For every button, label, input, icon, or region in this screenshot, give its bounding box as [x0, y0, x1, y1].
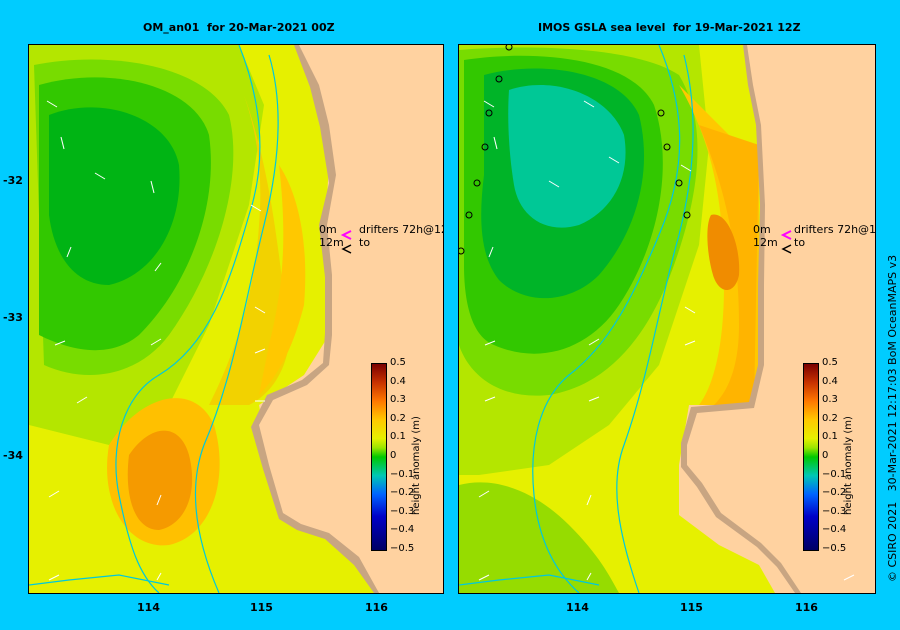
bathymetry-line-1: [115, 45, 261, 593]
drifter-arrow-black: [341, 244, 352, 254]
lat-tick-34: -34: [3, 449, 23, 462]
lat-tick-33: -33: [3, 311, 23, 324]
current-arrows: [46, 100, 266, 581]
ocean-green-south: [459, 482, 619, 593]
colorbar-tick-label: −0.5: [390, 543, 415, 554]
gyre-teal: [508, 85, 626, 228]
colorbar-tick-label: 0.3: [390, 394, 406, 406]
bathymetry-line-3: [29, 574, 170, 586]
colorbar-tick-label: −0.3: [822, 505, 847, 517]
left-legend-line2: 12m: [319, 236, 344, 249]
land: [254, 45, 443, 593]
coastal-orange-band: [699, 125, 759, 405]
colorbar-tick-label: −0.4: [822, 524, 847, 536]
colorbar-tick-label: 0.2: [390, 412, 406, 424]
colorbar-tick-label: −0.2: [390, 487, 415, 499]
colorbar-tick-label: 0.3: [822, 394, 838, 406]
drifter-arrow: [780, 230, 792, 240]
colorbar-tick-label: 0.5: [822, 357, 838, 368]
right-legend-label1: drifters 72h@12h: [794, 223, 876, 236]
left-map-canvas: [29, 45, 443, 593]
colorbar-tick-label: −0.3: [390, 505, 415, 517]
bathymetry-line-3: [459, 574, 600, 586]
colorbar-tick-label: −0.1: [390, 468, 415, 480]
bathymetry-line-1: [532, 45, 681, 593]
gyre-green-3: [49, 107, 180, 285]
right-legend-label2: to: [794, 236, 806, 249]
left-legend-line1: 0m: [319, 223, 337, 236]
right-map-canvas: [459, 45, 875, 593]
colorbar-tick-label: −0.4: [390, 524, 415, 536]
colorbar-tick-label: −0.2: [822, 487, 847, 499]
colorbar-tick-label: 0.4: [822, 375, 838, 387]
right-map-panel: 0m drifters 72h@12h 12m to 0.5 0.4 0.3 0.2 0…: [458, 44, 876, 594]
warm-core: [707, 214, 740, 290]
left-colorbar: [371, 363, 387, 551]
right-legend-line1: 0m: [753, 223, 771, 236]
coastal-orange-2: [259, 165, 306, 395]
credit-text: © CSIRO 2021 30-Mar-2021 12:17:03 BoM Oc…: [886, 254, 899, 582]
lon-tick-114-right: 114: [566, 601, 589, 614]
colorbar-tick-label: 0.1: [822, 431, 838, 443]
colorbar-tick-label: 0: [822, 450, 829, 461]
colorbar-tick-label: 0.5: [390, 357, 406, 368]
bathymetry-line-2: [616, 54, 694, 593]
lon-tick-115-left: 115: [250, 601, 273, 614]
lat-tick-32: -32: [3, 174, 23, 187]
lon-tick-114-left: 114: [137, 601, 160, 614]
land: [684, 45, 875, 593]
colorbar-tick-label: 0.2: [822, 412, 838, 424]
left-map-title: OM_an01 for 20-Mar-2021 00Z: [143, 21, 335, 34]
lon-tick-116-right: 116: [795, 601, 818, 614]
colorbar-tick-label: 0.1: [390, 431, 406, 443]
warm-eddy-inner: [127, 430, 193, 530]
left-colorbar-title: height anomaly (m): [411, 416, 422, 515]
lon-tick-115-right: 115: [680, 601, 703, 614]
right-colorbar-title: height anomaly (m): [843, 416, 854, 515]
colorbar-tick-label: −0.1: [822, 468, 847, 480]
bathymetry-line-2: [194, 54, 279, 593]
right-legend-line2: 12m: [753, 236, 778, 249]
current-arrows: [478, 100, 855, 581]
colorbar-tick-label: −0.5: [822, 543, 847, 554]
left-legend-label1: drifters 72h@12h: [359, 223, 443, 236]
colorbar-tick-label: 0: [390, 450, 397, 461]
colorbar-tick-label: 0.4: [390, 375, 406, 387]
drifter-markers: [459, 45, 691, 255]
right-map-title: IMOS GSLA sea level for 19-Mar-2021 12Z: [538, 21, 801, 34]
lon-tick-116-left: 116: [365, 601, 388, 614]
drifter-arrow: [340, 230, 352, 240]
drifter-arrow-black: [781, 244, 792, 254]
coastal-orange-band: [209, 95, 289, 405]
left-legend-label2: to: [359, 236, 371, 249]
left-map-panel: 0m drifters 72h@12h 12m to 0.5 0.4 0.3 0.2 0…: [28, 44, 444, 594]
right-colorbar: [803, 363, 819, 551]
